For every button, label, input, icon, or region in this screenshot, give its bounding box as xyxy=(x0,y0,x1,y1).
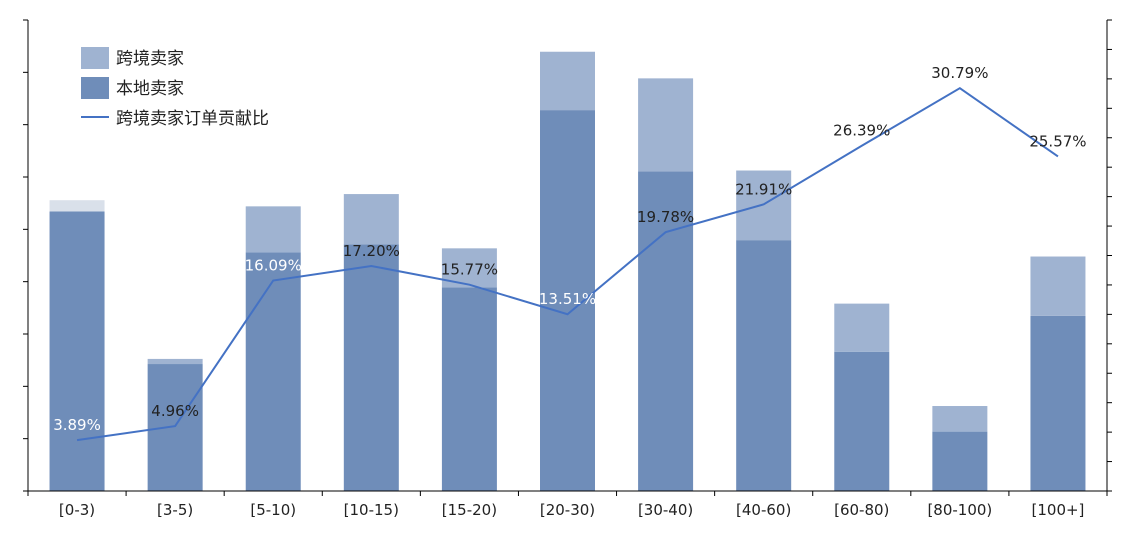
legend: 跨境卖家 本地卖家 跨境卖家订单贡献比 xyxy=(81,47,269,129)
bars-group xyxy=(49,51,1086,492)
bar-cross-border-1 xyxy=(147,358,203,365)
data-label-ratio-9: 30.79% xyxy=(931,64,988,82)
bar-cross-border-0 xyxy=(49,200,105,212)
x-tick-label-0: [0-3) xyxy=(59,501,95,519)
data-label-ratio-10: 25.57% xyxy=(1029,132,1086,150)
x-tick-label-10: [100+] xyxy=(1032,501,1085,519)
legend-label-cross-border: 跨境卖家 xyxy=(116,49,184,69)
bar-local-3 xyxy=(343,244,399,491)
line-ratio-series xyxy=(76,86,1059,442)
data-label-ratio-1: 4.96% xyxy=(151,402,199,420)
x-tick-label-1: [3-5) xyxy=(157,501,193,519)
legend-swatch-cross-border xyxy=(81,47,109,69)
legend-swatch-local xyxy=(81,77,109,99)
x-tick-label-9: [80-100) xyxy=(927,501,992,519)
bar-local-10 xyxy=(1030,315,1086,491)
axes-group xyxy=(23,19,1112,496)
x-tick-labels: [0-3) [3-5) [5-10) [10-15) [15-20) [20-30) [30… xyxy=(59,501,1084,519)
x-tick-label-3: [10-15) xyxy=(344,501,399,519)
bar-local-2 xyxy=(245,252,301,491)
data-label-ratio-4: 15.77% xyxy=(441,261,498,279)
bar-cross-border-8 xyxy=(834,303,890,352)
bar-local-6 xyxy=(638,171,694,491)
data-label-ratio-2: 16.09% xyxy=(245,256,302,274)
bar-local-9 xyxy=(932,431,988,491)
x-tick-label-5: [20-30) xyxy=(540,501,595,519)
data-label-ratio-7: 21.91% xyxy=(735,180,792,198)
data-label-ratio-3: 17.20% xyxy=(343,242,400,260)
x-tick-label-8: [60-80) xyxy=(834,501,889,519)
x-tick-label-4: [15-20) xyxy=(442,501,497,519)
x-tick-label-2: [5-10) xyxy=(250,501,296,519)
data-label-ratio-8: 26.39% xyxy=(833,122,890,140)
bar-cross-border-9 xyxy=(932,406,988,432)
legend-label-ratio: 跨境卖家订单贡献比 xyxy=(116,109,269,129)
line-group xyxy=(76,86,1059,442)
data-label-ratio-0: 3.89% xyxy=(53,416,101,434)
data-label-ratio-5: 13.51% xyxy=(539,290,596,308)
bar-cross-border-3 xyxy=(343,194,399,245)
bar-local-1 xyxy=(147,364,203,491)
line-data-labels: 3.89% 4.96% 16.09% 17.20% 15.77% 13.51% 19.78%… xyxy=(53,64,1086,434)
bar-local-5 xyxy=(540,110,595,492)
bar-local-7 xyxy=(736,240,792,491)
bar-cross-border-6 xyxy=(638,78,694,172)
data-label-ratio-6: 19.78% xyxy=(637,208,694,226)
x-tick-label-7: [40-60) xyxy=(736,501,791,519)
legend-label-local: 本地卖家 xyxy=(116,79,184,99)
bar-cross-border-5 xyxy=(540,51,595,111)
x-tick-label-6: [30-40) xyxy=(638,501,693,519)
bar-local-4 xyxy=(441,287,497,491)
bar-cross-border-10 xyxy=(1030,256,1086,316)
bar-local-8 xyxy=(834,351,890,491)
bar-local-0 xyxy=(49,211,105,491)
bar-cross-border-2 xyxy=(245,206,301,253)
